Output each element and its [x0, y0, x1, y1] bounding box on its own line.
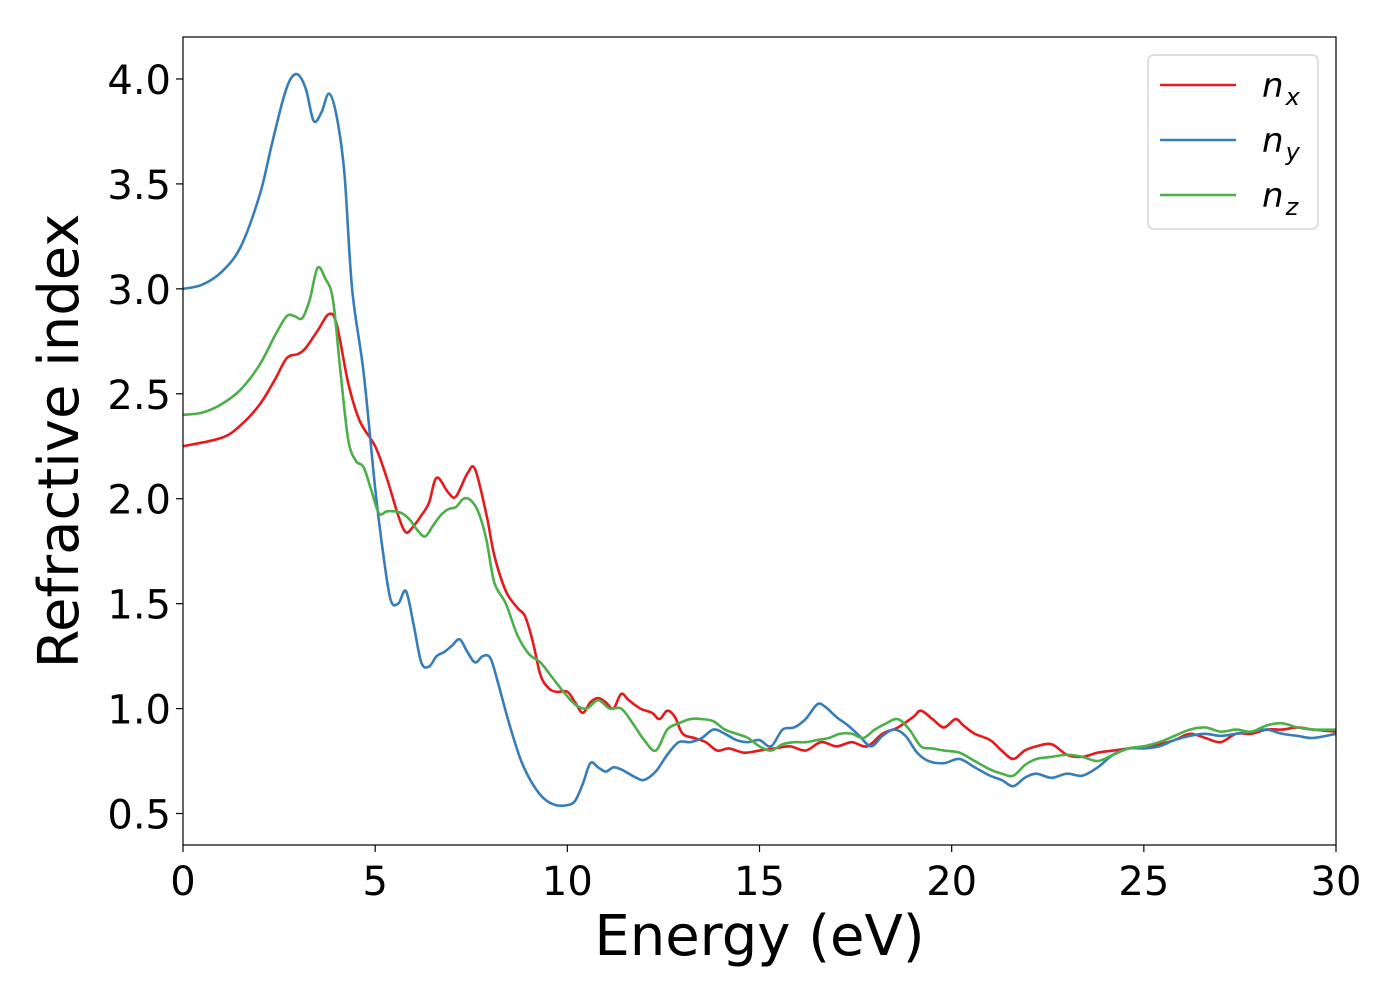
legend-box: [1147, 54, 1319, 230]
y-tick-label: 2.0: [107, 478, 171, 524]
legend-label-y: ny: [1262, 121, 1301, 166]
legend-label-x: nx: [1262, 66, 1301, 111]
x-tick-label: 0: [170, 859, 195, 905]
legend-label-subscript: y: [1285, 138, 1301, 166]
x-tick-label: 30: [1311, 859, 1362, 905]
legend-label-z: nz: [1262, 176, 1300, 221]
x-tick-label: 10: [542, 859, 593, 905]
tick-layer: 0 5 10 15 20 25 30 0.5 1.0 1.5 2.0 2.5 3.0 3.5 4.0: [107, 58, 1361, 905]
legend-label-subscript: x: [1285, 83, 1301, 111]
legend-label-subscript: z: [1285, 193, 1300, 221]
series-line-z: [183, 265, 1336, 778]
x-axis-label: Energy (eV): [594, 904, 924, 969]
x-tick-label: 25: [1118, 859, 1169, 905]
y-axis-label: Refractive index: [27, 214, 92, 669]
y-tick-label: 1.0: [107, 688, 171, 734]
legend-label-base: n: [1262, 176, 1284, 216]
series-line-y: [183, 72, 1336, 808]
y-tick-label: 1.5: [107, 583, 171, 629]
series-line-x: [183, 312, 1336, 761]
legend-label-base: n: [1262, 121, 1284, 161]
y-tick-label: 3.5: [107, 163, 171, 209]
y-tick-label: 4.0: [107, 58, 171, 104]
x-tick-label: 15: [734, 859, 785, 905]
series-layer: [183, 72, 1336, 808]
y-tick-label: 0.5: [107, 793, 171, 839]
y-tick-label: 3.0: [107, 268, 171, 314]
y-tick-label: 2.5: [107, 373, 171, 419]
legend-label-base: n: [1262, 66, 1284, 106]
x-tick-label: 5: [362, 859, 387, 905]
x-tick-label: 20: [926, 859, 977, 905]
